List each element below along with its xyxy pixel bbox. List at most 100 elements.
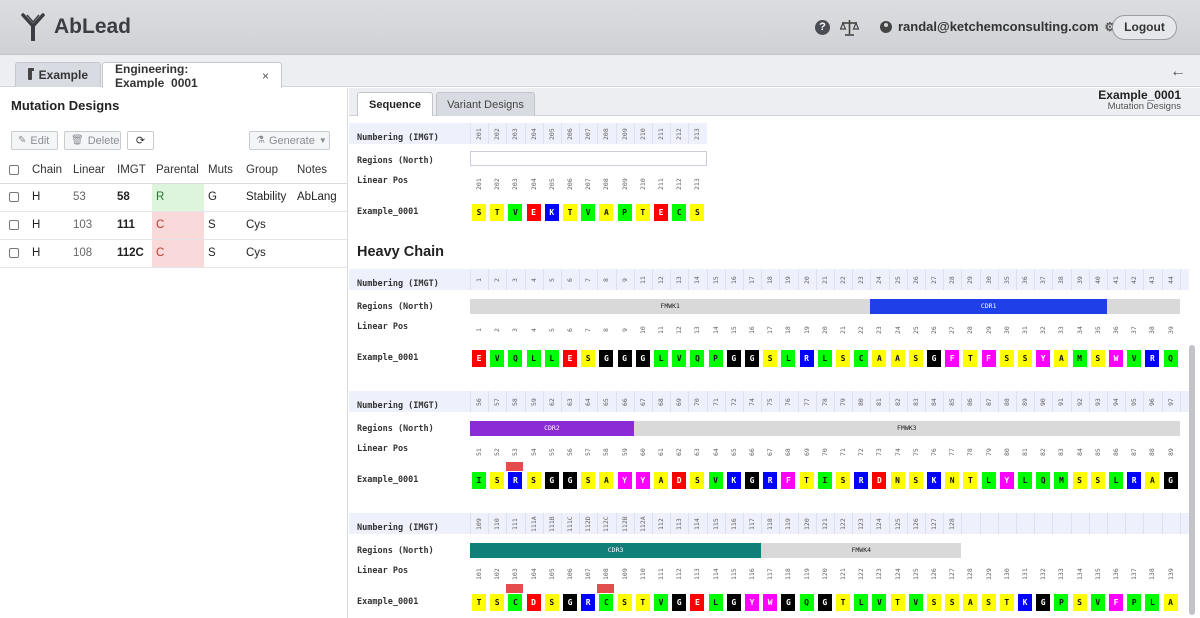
residue[interactable]: A (654, 472, 668, 489)
residue[interactable]: V (908, 594, 923, 611)
residue[interactable]: Y (617, 472, 632, 489)
residue[interactable]: C (599, 594, 614, 611)
residue[interactable]: R (1127, 472, 1142, 489)
residue[interactable]: S (763, 350, 778, 367)
residue[interactable]: S (581, 350, 596, 367)
residue[interactable]: T (472, 594, 486, 611)
residue[interactable]: V (708, 472, 723, 489)
residue[interactable]: S (1018, 350, 1032, 367)
residue[interactable]: A (1054, 350, 1069, 367)
logout-button[interactable]: Logout (1112, 15, 1177, 40)
residue[interactable]: F (945, 350, 960, 367)
residue[interactable]: P (708, 350, 723, 367)
residue[interactable]: V (1090, 594, 1105, 611)
residue[interactable]: V (654, 594, 668, 611)
residue[interactable]: Q (690, 350, 705, 367)
residue[interactable]: P (1054, 594, 1069, 611)
residue[interactable]: R (508, 472, 523, 489)
table-row[interactable]: H 53 58 R G Stability AbLang (0, 183, 347, 212)
residue[interactable]: T (635, 594, 650, 611)
balance-scale-icon[interactable] (840, 19, 859, 36)
residue[interactable]: L (1109, 472, 1123, 489)
residue[interactable]: L (1018, 472, 1032, 489)
residue[interactable]: W (763, 594, 778, 611)
residue[interactable]: S (490, 472, 505, 489)
residue[interactable]: T (890, 594, 905, 611)
residue[interactable]: S (836, 472, 850, 489)
residue[interactable]: S (544, 594, 559, 611)
residue[interactable]: Y (1036, 350, 1051, 367)
residue[interactable]: S (927, 594, 941, 611)
residue[interactable]: E (654, 204, 668, 221)
residue[interactable]: S (908, 350, 923, 367)
mutation-marker[interactable] (506, 462, 524, 471)
residue[interactable]: I (472, 472, 486, 489)
residue[interactable]: F (781, 472, 796, 489)
residue[interactable]: I (817, 472, 832, 489)
residue[interactable]: K (544, 204, 559, 221)
residue[interactable]: G (1163, 472, 1178, 489)
residue[interactable]: C (672, 204, 687, 221)
residue[interactable]: Q (799, 594, 814, 611)
residue[interactable]: L (981, 472, 996, 489)
residue[interactable]: S (1072, 594, 1087, 611)
row-checkbox[interactable] (9, 247, 19, 258)
residue[interactable]: G (672, 594, 687, 611)
residue[interactable]: G (563, 594, 577, 611)
residue[interactable]: L (1145, 594, 1160, 611)
residue[interactable]: S (1072, 472, 1087, 489)
row-checkbox[interactable] (9, 191, 19, 202)
residue[interactable]: G (817, 594, 832, 611)
table-row[interactable]: H 103 111 C S Cys (0, 211, 347, 240)
residue[interactable]: K (927, 472, 941, 489)
residue[interactable]: G (544, 472, 559, 489)
residue[interactable]: L (654, 350, 668, 367)
tab-variant-designs[interactable]: Variant Designs (436, 92, 535, 116)
residue[interactable]: T (963, 350, 978, 367)
col-muts[interactable]: Muts (204, 158, 242, 184)
residue[interactable]: D (672, 472, 687, 489)
app-logo[interactable]: AbLead (20, 12, 131, 42)
residue[interactable]: S (981, 594, 996, 611)
residue[interactable]: V (1127, 350, 1142, 367)
residue[interactable]: D (872, 472, 887, 489)
residue[interactable]: L (854, 594, 869, 611)
col-notes[interactable]: Notes (293, 158, 347, 184)
generate-button[interactable]: ⚗ Generate ▼ (249, 131, 330, 150)
tab-engineering[interactable]: Engineering: Example_0001 × (102, 62, 282, 90)
residue[interactable]: G (745, 350, 759, 367)
residue[interactable]: N (945, 472, 960, 489)
col-group[interactable]: Group (242, 158, 293, 184)
residue[interactable]: A (963, 594, 978, 611)
col-linear[interactable]: Linear (69, 158, 113, 184)
residue[interactable]: A (599, 204, 614, 221)
residue[interactable]: E (526, 204, 541, 221)
residue[interactable]: T (836, 594, 850, 611)
residue[interactable]: G (635, 350, 650, 367)
residue[interactable]: G (781, 594, 796, 611)
residue[interactable]: T (999, 594, 1014, 611)
residue[interactable]: G (927, 350, 941, 367)
edit-button[interactable]: ✎ Edit (11, 131, 58, 150)
residue[interactable]: A (872, 350, 887, 367)
residue[interactable]: G (563, 472, 577, 489)
residue[interactable]: T (490, 204, 505, 221)
residue[interactable]: S (690, 204, 705, 221)
residue[interactable]: G (599, 350, 614, 367)
residue[interactable]: K (1018, 594, 1032, 611)
residue[interactable]: L (817, 350, 832, 367)
residue[interactable]: Y (745, 594, 759, 611)
help-icon[interactable]: ? (815, 20, 830, 35)
residue[interactable]: S (617, 594, 632, 611)
residue[interactable]: V (581, 204, 596, 221)
residue[interactable]: V (490, 350, 505, 367)
residue[interactable]: V (672, 350, 687, 367)
residue[interactable]: S (945, 594, 960, 611)
residue[interactable]: S (526, 472, 541, 489)
residue[interactable]: A (1163, 594, 1178, 611)
residue[interactable]: T (799, 472, 814, 489)
residue[interactable]: E (690, 594, 705, 611)
residue[interactable]: Y (999, 472, 1014, 489)
residue[interactable]: S (490, 594, 505, 611)
residue[interactable]: G (726, 350, 741, 367)
